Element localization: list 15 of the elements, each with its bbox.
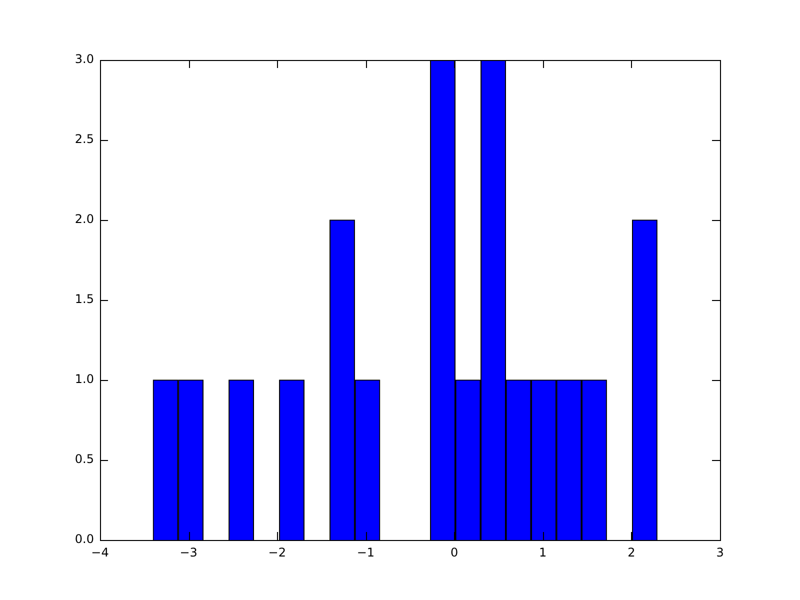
x-tick-label: 2 — [628, 545, 636, 560]
y-tick-label: 2.5 — [74, 132, 94, 146]
x-tick-label: 1 — [539, 545, 547, 560]
x-tick-label: −2 — [268, 545, 286, 560]
x-tick-label: −4 — [91, 545, 109, 560]
x-tick-label: 3 — [716, 545, 724, 560]
y-tick-label: 2.0 — [74, 212, 94, 226]
y-tick-label: 3.0 — [74, 52, 94, 66]
y-tick-label: 0.5 — [74, 452, 94, 466]
y-tick-label: 0.0 — [74, 532, 94, 546]
x-tick-label: −3 — [180, 545, 198, 560]
x-tick-label: 0 — [450, 545, 458, 560]
y-tick-label: 1.5 — [74, 292, 94, 306]
y-tick-label: 1.0 — [74, 372, 94, 386]
x-tick-label: −1 — [356, 545, 375, 560]
